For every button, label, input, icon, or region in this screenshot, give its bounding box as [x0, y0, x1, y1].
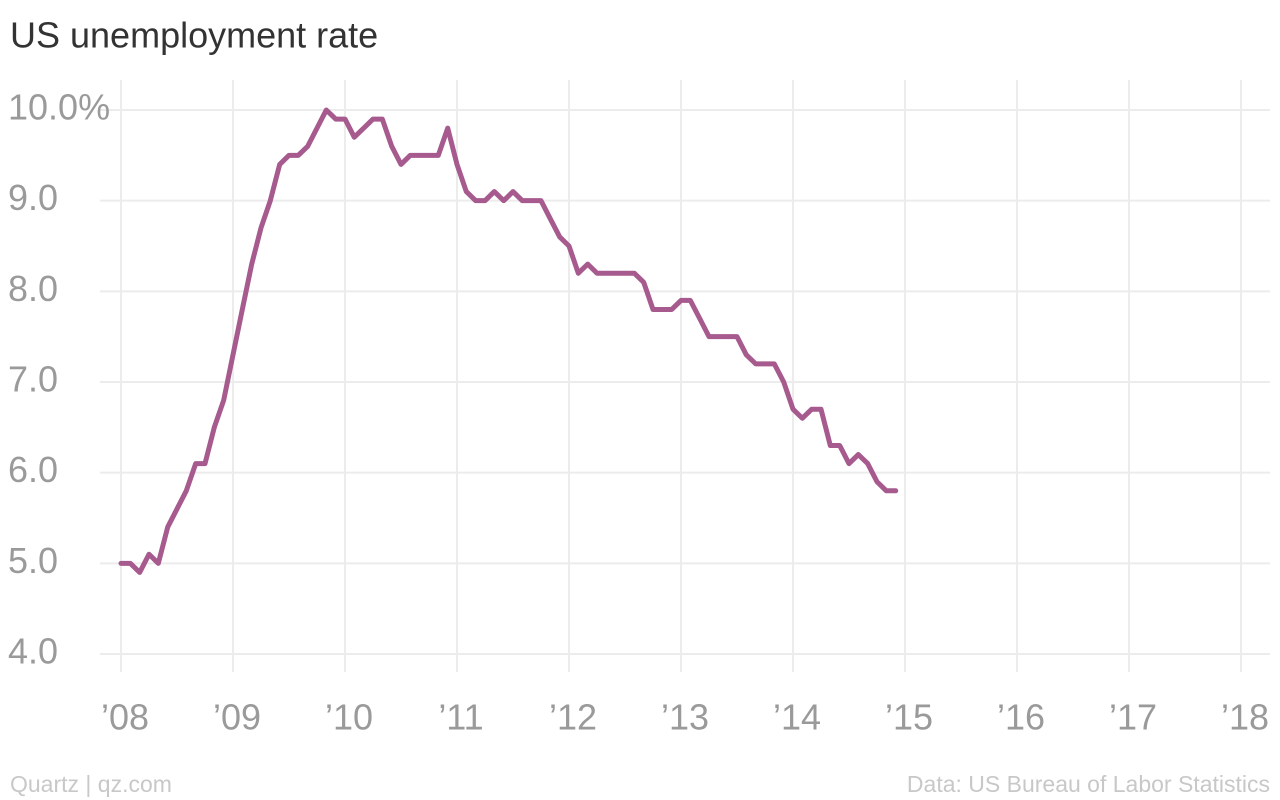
- line: [118, 107, 899, 575]
- x-tick-label: ’12: [549, 697, 597, 738]
- y-tick-label: 6.0: [8, 449, 58, 490]
- y-tick-label: 7.0: [8, 359, 58, 400]
- x-tick-label: ’09: [213, 697, 261, 738]
- chart-title: US unemployment rate: [10, 15, 378, 56]
- y-tick-label: 8.0: [8, 268, 58, 309]
- x-tick-label: ’17: [1109, 697, 1157, 738]
- y-tick-label: 10.0%: [8, 87, 110, 128]
- y-tick-label: 5.0: [8, 540, 58, 581]
- x-tick-label: ’13: [661, 697, 709, 738]
- y-tick-label: 4.0: [8, 631, 58, 672]
- x-tick-label: ’15: [885, 697, 933, 738]
- x-tick-label: ’14: [773, 697, 821, 738]
- x-tick-label: ’08: [101, 697, 149, 738]
- credit: Quartz | qz.com: [10, 771, 172, 797]
- y-tick-label: 9.0: [8, 177, 58, 218]
- x-tick-label: ’10: [325, 697, 373, 738]
- x-tick-label: ’11: [438, 697, 483, 738]
- x-tick-label: ’18: [1221, 697, 1269, 738]
- x-tick-label: ’16: [997, 697, 1045, 738]
- source: Data: US Bureau of Labor Statistics: [907, 771, 1270, 797]
